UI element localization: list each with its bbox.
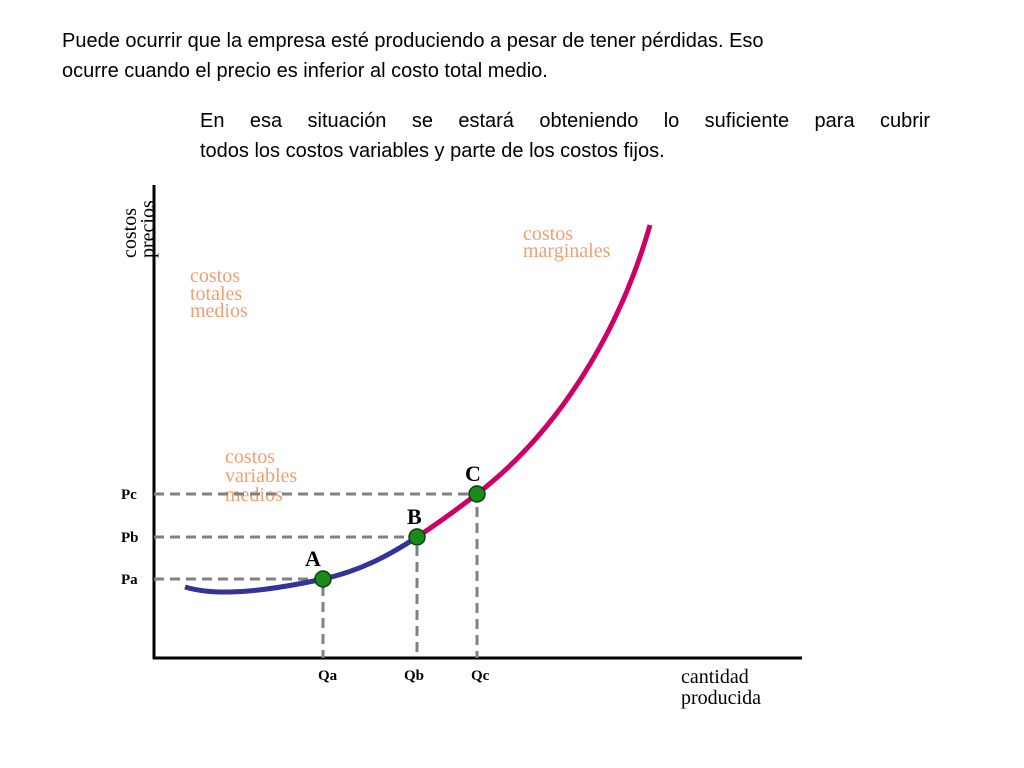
- price-label: Pc: [121, 487, 137, 503]
- paragraph-line: todos los costos variables y parte de lo…: [200, 140, 665, 162]
- quantity-label: Qa: [318, 668, 338, 684]
- curve-label: costos: [523, 223, 573, 245]
- y-axis-label: precios: [137, 200, 159, 258]
- quantity-label: Qb: [404, 668, 424, 684]
- point-label: C: [465, 461, 481, 486]
- y-axis-label: costos: [119, 208, 141, 258]
- curve-label: marginales: [523, 240, 611, 262]
- guide-line: [154, 535, 419, 658]
- point: [314, 570, 332, 588]
- quantity-label: Qc: [471, 668, 490, 684]
- point: [468, 485, 486, 503]
- curve-label: medios: [190, 300, 248, 322]
- marginal-cost-curve: [415, 224, 653, 540]
- paragraph-line: En esa situación se estará obteniendo lo…: [200, 110, 930, 132]
- price-label: Pb: [121, 530, 139, 546]
- curve-label: costos: [190, 265, 240, 287]
- price-label: Pa: [121, 572, 138, 588]
- x-axis-label: producida: [681, 687, 761, 709]
- average-variable-cost-curve: [184, 534, 419, 595]
- paragraph-line: Puede ocurrir que la empresa esté produc…: [62, 30, 764, 52]
- curve-label: totales: [190, 283, 242, 305]
- curve-label: variables: [225, 465, 297, 487]
- x-axis-label: cantidad: [681, 666, 749, 688]
- point-label: B: [407, 504, 422, 529]
- curve-label: costos: [225, 446, 275, 468]
- point: [408, 528, 426, 546]
- paragraph-line: ocurre cuando el precio es inferior al c…: [62, 60, 548, 82]
- point-label: A: [305, 546, 321, 571]
